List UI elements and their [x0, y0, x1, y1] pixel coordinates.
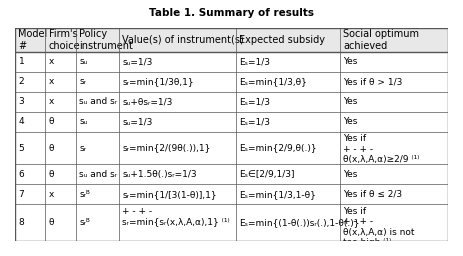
- Text: 6: 6: [19, 170, 24, 179]
- Text: 4: 4: [19, 117, 24, 126]
- Text: θ: θ: [49, 218, 54, 227]
- Text: sᵤ and sᵣ: sᵤ and sᵣ: [79, 97, 117, 106]
- Text: Eₛ=min{(1-θ(.))sᵣ(.),1-θ(.)}: Eₛ=min{(1-θ(.))sᵣ(.),1-θ(.)}: [239, 218, 360, 227]
- Text: sᵤ: sᵤ: [79, 57, 88, 67]
- Text: Yes: Yes: [343, 97, 357, 106]
- Text: Eₛ=min{1/3,1-θ}: Eₛ=min{1/3,1-θ}: [239, 190, 316, 199]
- Text: Eₛ=1/3: Eₛ=1/3: [239, 57, 270, 67]
- Text: Expected subsidy: Expected subsidy: [239, 35, 325, 45]
- Text: Model
#: Model #: [19, 29, 48, 51]
- Text: Eₛ=1/3: Eₛ=1/3: [239, 97, 270, 106]
- Text: sᵤ+θsᵣ=1/3: sᵤ+θsᵣ=1/3: [122, 97, 173, 106]
- Text: sᵣ: sᵣ: [79, 77, 86, 86]
- Text: Eₛ∈[2/9,1/3]: Eₛ∈[2/9,1/3]: [239, 170, 295, 179]
- Text: 1: 1: [19, 57, 24, 67]
- Text: Yes if θ ≤ 2/3: Yes if θ ≤ 2/3: [343, 190, 402, 199]
- Text: Yes if
+ - + -
θ(x,λ,A,α) is not
too high ⁽¹⁾: Yes if + - + - θ(x,λ,A,α) is not too hig…: [343, 207, 415, 247]
- Text: sᵤ=1/3: sᵤ=1/3: [122, 117, 153, 126]
- Text: 3: 3: [19, 97, 24, 106]
- Text: sᵤ=1/3: sᵤ=1/3: [122, 57, 153, 67]
- Text: sᵤ+1.5θ(.)sᵣ=1/3: sᵤ+1.5θ(.)sᵣ=1/3: [122, 170, 197, 179]
- Text: θ: θ: [49, 117, 54, 126]
- Text: θ: θ: [49, 170, 54, 179]
- Text: θ: θ: [49, 144, 54, 153]
- Text: 5: 5: [19, 144, 24, 153]
- Text: Eₛ=1/3: Eₛ=1/3: [239, 117, 270, 126]
- Text: 2: 2: [19, 77, 24, 86]
- Text: sᵤ: sᵤ: [79, 117, 88, 126]
- Text: sᵣᴮ: sᵣᴮ: [79, 190, 90, 199]
- Text: sᵣ: sᵣ: [79, 144, 86, 153]
- Text: Yes: Yes: [343, 57, 357, 67]
- Text: x: x: [49, 97, 54, 106]
- Text: sᵤ and sᵣ: sᵤ and sᵣ: [79, 170, 117, 179]
- Text: 8: 8: [19, 218, 24, 227]
- Text: + - + -
sᵣ=min{sᵣ(x,λ,A,α),1} ⁽¹⁾: + - + - sᵣ=min{sᵣ(x,λ,A,α),1} ⁽¹⁾: [122, 207, 230, 226]
- Text: sᵣ=min{1/[3(1-θ)],1}: sᵣ=min{1/[3(1-θ)],1}: [122, 190, 217, 199]
- Text: Yes: Yes: [343, 170, 357, 179]
- Text: sᵣᴮ: sᵣᴮ: [79, 218, 90, 227]
- Text: Yes if θ > 1/3: Yes if θ > 1/3: [343, 77, 403, 86]
- Text: x: x: [49, 57, 54, 67]
- Text: Firm's
choice: Firm's choice: [49, 29, 81, 51]
- Text: Yes: Yes: [343, 117, 357, 126]
- Text: Yes if
+ - + -
θ(x,λ,A,α)≥2/9 ⁽¹⁾: Yes if + - + - θ(x,λ,A,α)≥2/9 ⁽¹⁾: [343, 134, 419, 164]
- Text: x: x: [49, 77, 54, 86]
- Text: sᵣ=min{1/3θ,1}: sᵣ=min{1/3θ,1}: [122, 77, 194, 86]
- Text: Social optimum
achieved: Social optimum achieved: [343, 29, 419, 51]
- Text: 7: 7: [19, 190, 24, 199]
- Text: x: x: [49, 190, 54, 199]
- Text: sᵣ=min{2/(9θ(.)),1}: sᵣ=min{2/(9θ(.)),1}: [122, 144, 211, 153]
- Text: Policy
instrument: Policy instrument: [79, 29, 133, 51]
- Text: Eₛ=min{2/9,θ(.)}: Eₛ=min{2/9,θ(.)}: [239, 144, 317, 153]
- Text: Eₛ=min{1/3,θ}: Eₛ=min{1/3,θ}: [239, 77, 307, 86]
- FancyBboxPatch shape: [15, 28, 448, 52]
- Text: Value(s) of instrument(s): Value(s) of instrument(s): [122, 35, 244, 45]
- Text: Table 1. Summary of results: Table 1. Summary of results: [149, 8, 314, 18]
